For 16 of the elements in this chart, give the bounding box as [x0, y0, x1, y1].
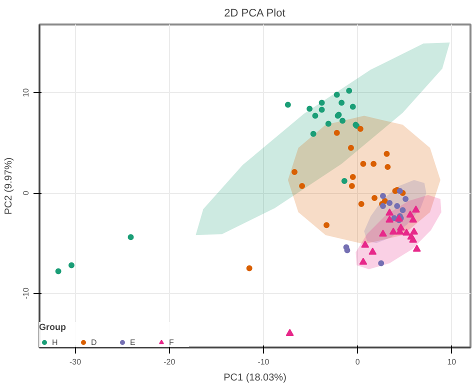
x-axis-title: PC1 (18.03%)	[224, 372, 286, 384]
x-tick-label: 0	[355, 358, 360, 366]
legend-title: Group	[39, 322, 67, 332]
legend-label: H	[52, 337, 59, 347]
y-axis-title: PC2 (9.97%)	[4, 157, 14, 215]
chart-title: 2D PCA Plot	[224, 8, 286, 20]
x-tick-label: -20	[164, 358, 176, 366]
x-tick-label: -10	[258, 358, 270, 366]
x-tick-label: 10	[447, 358, 457, 366]
y-tick-label: 0	[22, 190, 30, 196]
legend-label: E	[130, 337, 136, 347]
legend-label: F	[169, 337, 175, 347]
legend-label: D	[91, 337, 98, 347]
y-tick-label: 10	[22, 88, 30, 98]
y-tick-label: -10	[22, 287, 30, 300]
x-tick-label: -30	[69, 358, 82, 366]
